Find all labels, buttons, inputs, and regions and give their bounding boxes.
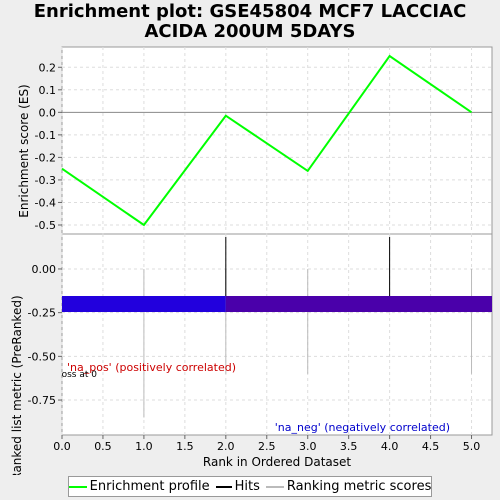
top-plot-area	[61, 46, 493, 235]
x-tick-label: 4.0	[381, 440, 399, 453]
x-tick-label: 1.5	[176, 440, 194, 453]
top-y-tick-label: 0.0	[39, 106, 57, 119]
metric-swatch-icon	[265, 485, 284, 488]
legend-item-profile: Enrichment profile	[68, 479, 210, 494]
x-tick-label: 1.0	[135, 440, 153, 453]
pos-label: 'na_pos' (positively correlated)	[67, 361, 236, 374]
neg-label: 'na_neg' (negatively correlated)	[275, 421, 450, 434]
x-axis-label: Rank in Ordered Dataset	[203, 455, 351, 469]
bottom-y-tick-label: -0.75	[28, 394, 56, 407]
x-tick-label: 2.0	[217, 440, 235, 453]
x-tick-label: 4.5	[422, 440, 440, 453]
chart-title-line-2: ACIDA 200UM 5DAYS	[144, 21, 356, 42]
x-tick-label: 0.5	[94, 440, 112, 453]
profile-swatch-icon	[68, 485, 87, 488]
top-y-axis-label: Enrichment score (ES)	[17, 84, 31, 217]
colorbar-segment	[62, 296, 226, 312]
legend-metric-label: Ranking metric scores	[286, 479, 432, 494]
x-tick-label: 3.0	[299, 440, 317, 453]
top-y-tick-label: 0.2	[39, 61, 57, 74]
top-y-tick-label: -0.3	[35, 174, 56, 187]
legend: Enrichment profile Hits Ranking metric s…	[68, 476, 432, 497]
top-y-tick-label: -0.2	[35, 151, 56, 164]
legend-item-hits: Hits	[215, 479, 260, 494]
bottom-y-tick-label: 0.00	[32, 263, 57, 276]
top-y-tick-label: 0.1	[39, 84, 57, 97]
enrichment-chart: 0.2 0.1 0.0 -0.1 -0.2 -0.3 -0.4 -0.5 0.00 -0.25 -…	[10, 46, 493, 475]
colorbar-segment	[225, 296, 493, 312]
enrichment-profile-line	[61, 54, 473, 227]
bottom-y-tick-label: -0.50	[28, 350, 56, 363]
x-tick-label: 5.0	[463, 440, 481, 453]
chart-title: Enrichment plot: GSE45804 MCF7 LACCIAC A…	[0, 2, 500, 42]
x-tick-label: 3.5	[340, 440, 358, 453]
x-tick-label: 2.5	[258, 440, 276, 453]
legend-profile-label: Enrichment profile	[89, 479, 210, 494]
x-tick-label: 0.0	[53, 440, 71, 453]
bottom-y-tick-label: -0.25	[28, 307, 56, 320]
legend-hits-label: Hits	[234, 479, 260, 494]
hits-swatch-icon	[215, 485, 232, 488]
top-y-tick-label: -0.4	[35, 196, 56, 209]
legend-item-metric: Ranking metric scores	[265, 479, 432, 494]
top-y-tick-label: -0.1	[35, 129, 56, 142]
bottom-y-axis-label: Ranked list metric (PreRanked)	[10, 295, 24, 475]
zero-cross-label: Zero cross at 0	[30, 370, 98, 380]
top-y-tick-label: -0.5	[35, 219, 56, 232]
chart-title-line-1: Enrichment plot: GSE45804 MCF7 LACCIAC	[33, 1, 467, 22]
bottom-plot-area	[61, 233, 493, 436]
